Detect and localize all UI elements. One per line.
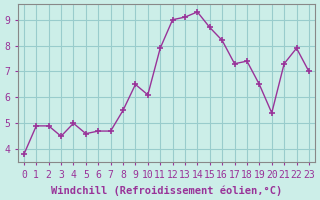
X-axis label: Windchill (Refroidissement éolien,°C): Windchill (Refroidissement éolien,°C) xyxy=(51,185,282,196)
